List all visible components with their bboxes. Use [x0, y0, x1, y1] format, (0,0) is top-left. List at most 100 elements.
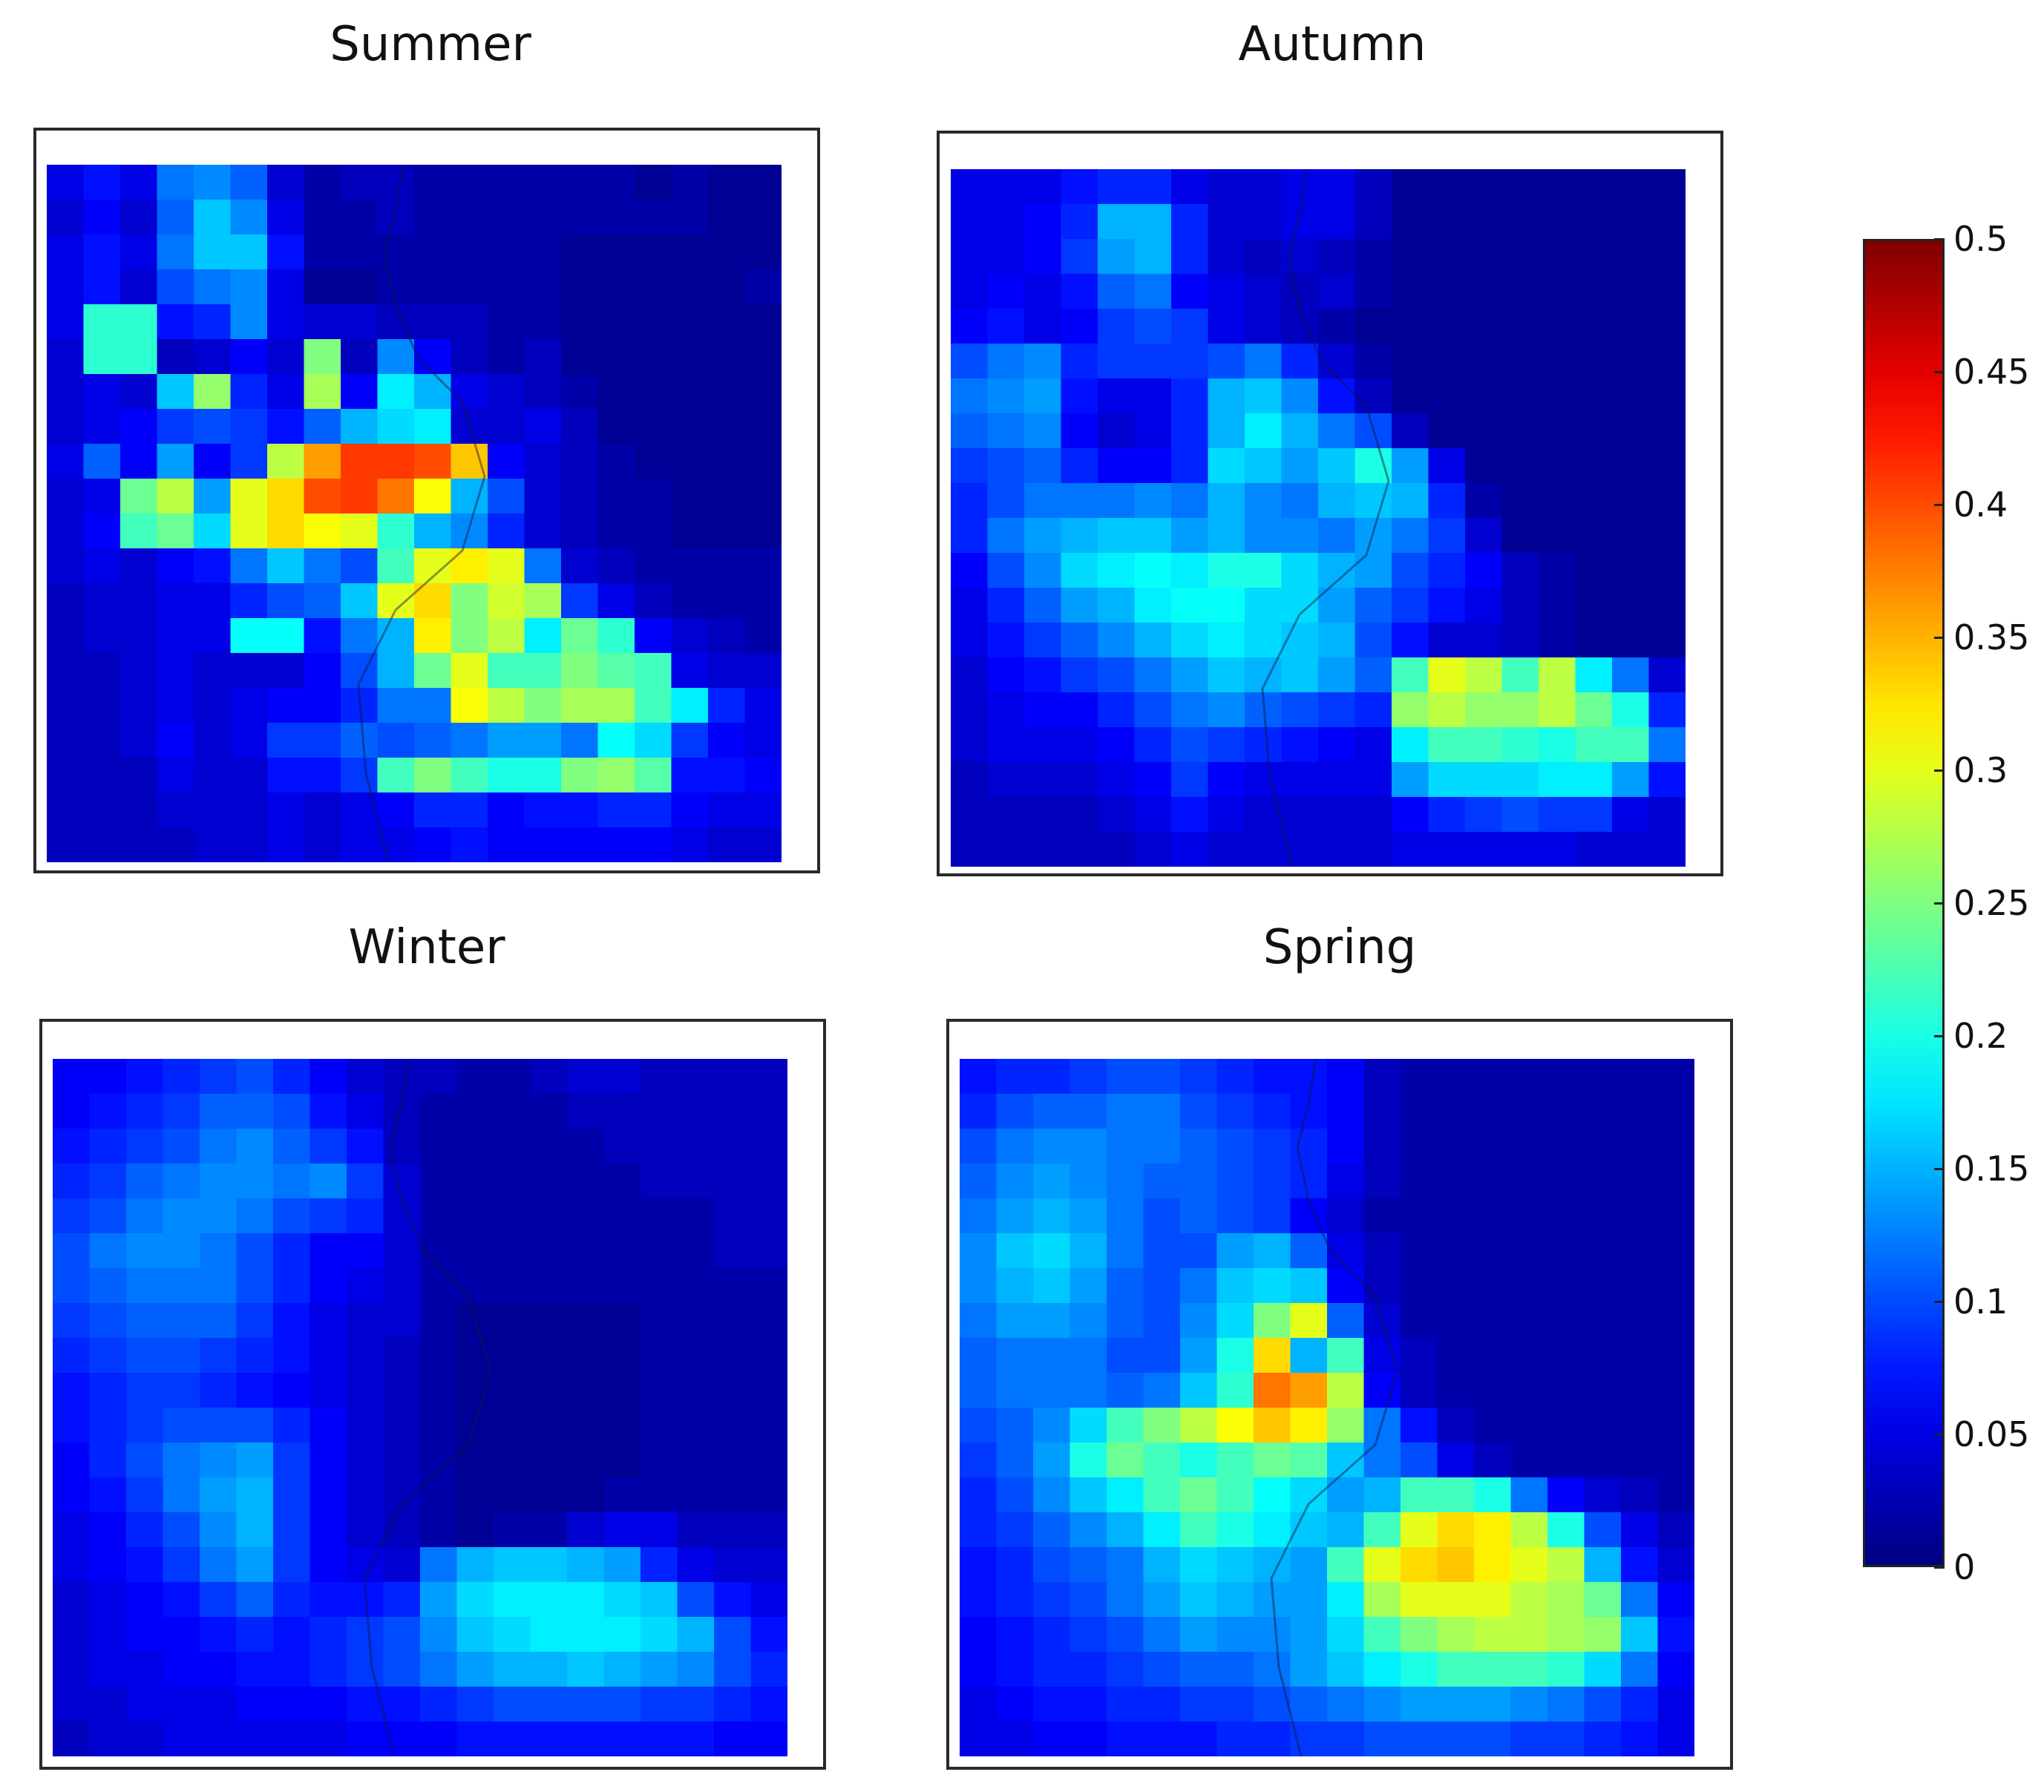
heatmap-cell [200, 1582, 238, 1618]
heatmap-cell [987, 657, 1025, 693]
heatmap-cell [1547, 1094, 1585, 1129]
heatmap-cell [1465, 378, 1503, 414]
heatmap-cell [1318, 762, 1356, 798]
heatmap-cell [1327, 1129, 1365, 1164]
heatmap-cell [714, 1164, 752, 1199]
heatmap-cell [1216, 1477, 1254, 1513]
heatmap-cell [47, 618, 85, 654]
heatmap-cell [1474, 1547, 1512, 1583]
heatmap-cell [1070, 1094, 1107, 1129]
heatmap-cell [304, 409, 341, 444]
heatmap-cell [1134, 692, 1172, 728]
heatmap-cell [750, 1582, 787, 1618]
heatmap-cell [1648, 588, 1686, 623]
heatmap-cell [677, 1512, 715, 1548]
heatmap-cell [1363, 1477, 1401, 1513]
heatmap-cell [1621, 1198, 1659, 1234]
heatmap-cell [1024, 553, 1062, 588]
heatmap-cell [309, 1512, 347, 1548]
heatmap-cell [677, 1164, 715, 1199]
heatmap-cell [1510, 1512, 1548, 1548]
heatmap-cell [1392, 448, 1429, 484]
heatmap-cell [1208, 309, 1245, 344]
heatmap-cell [267, 165, 305, 200]
heatmap-cell [951, 309, 989, 344]
heatmap-cell [341, 339, 379, 375]
heatmap-cell [1134, 657, 1172, 693]
heatmap-cell [1318, 518, 1356, 554]
heatmap-cell [157, 234, 194, 270]
heatmap-cell [567, 1443, 605, 1478]
heatmap-cell [163, 1722, 200, 1756]
heatmap-cell [951, 692, 989, 728]
heatmap-cell [157, 827, 194, 862]
heatmap-cell [414, 723, 452, 758]
heatmap-cell [714, 1477, 752, 1513]
heatmap-cell [1355, 239, 1392, 275]
heatmap-cell [1575, 483, 1613, 519]
heatmap-cell [1107, 1687, 1144, 1722]
heatmap-cell [47, 165, 85, 200]
heatmap-cell [194, 339, 232, 375]
heatmap-cell [309, 1129, 347, 1164]
heatmap-cell [714, 1338, 752, 1373]
heatmap-cell [671, 827, 709, 862]
heatmap-cell [200, 1198, 238, 1234]
heatmap-cell [1355, 623, 1392, 658]
heatmap-cell [341, 688, 379, 723]
heatmap-cell [603, 1652, 641, 1687]
heatmap-cell [420, 1198, 458, 1234]
heatmap-cell [126, 1094, 164, 1129]
heatmap-cell [1134, 378, 1172, 414]
heatmap-cell [267, 200, 305, 235]
heatmap-cell [1392, 762, 1429, 798]
heatmap-cell [1281, 344, 1319, 379]
heatmap-cell [1180, 1512, 1218, 1548]
heatmap-cell [309, 1233, 347, 1269]
heatmap-cell [494, 1129, 531, 1164]
heatmap-cell [1539, 623, 1576, 658]
heatmap-cell [567, 1164, 605, 1199]
heatmap-cell [567, 1094, 605, 1129]
heatmap-cell [89, 1652, 127, 1687]
heatmap-cell [1501, 762, 1539, 798]
heatmap-cell [744, 618, 782, 654]
heatmap-cell [1171, 204, 1209, 240]
heatmap-cell [1327, 1233, 1365, 1269]
heatmap-cell [1363, 1198, 1401, 1234]
heatmap-cell [200, 1303, 238, 1339]
heatmap-cell [451, 548, 488, 584]
heatmap-cell [1539, 657, 1576, 693]
heatmap-cell [530, 1338, 568, 1373]
heatmap-cell [83, 374, 121, 410]
heatmap-cell [1033, 1303, 1071, 1339]
heatmap-cell [714, 1198, 752, 1234]
heatmap-cell [377, 479, 415, 514]
heatmap-cell [1254, 1094, 1291, 1129]
heatmap-cell [1033, 1059, 1071, 1094]
heatmap-cell [89, 1408, 127, 1443]
heatmap-cell [1510, 1303, 1548, 1339]
heatmap-cell [1107, 1408, 1144, 1443]
heatmap-cell [530, 1198, 568, 1234]
heatmap-cell [1245, 413, 1283, 449]
heatmap-cell [561, 653, 599, 689]
heatmap-cell [530, 1722, 568, 1756]
heatmap-cell [1281, 692, 1319, 728]
heatmap-cell [1355, 553, 1392, 588]
heatmap-cell [1575, 344, 1613, 379]
heatmap-cell [597, 688, 635, 723]
heatmap-cell [960, 1722, 998, 1756]
heatmap-cell [488, 200, 525, 235]
heatmap-cell [451, 758, 488, 793]
heatmap-cell [163, 1617, 200, 1652]
heatmap-cell [494, 1582, 531, 1618]
heatmap-cell [273, 1129, 311, 1164]
heatmap-cell [420, 1338, 458, 1373]
heatmap-cell [47, 583, 85, 619]
heatmap-cell [1612, 832, 1650, 867]
heatmap-cell [304, 234, 341, 270]
heatmap-cell [561, 758, 599, 793]
heatmap-cell [603, 1687, 641, 1722]
heatmap-cell [987, 727, 1025, 763]
